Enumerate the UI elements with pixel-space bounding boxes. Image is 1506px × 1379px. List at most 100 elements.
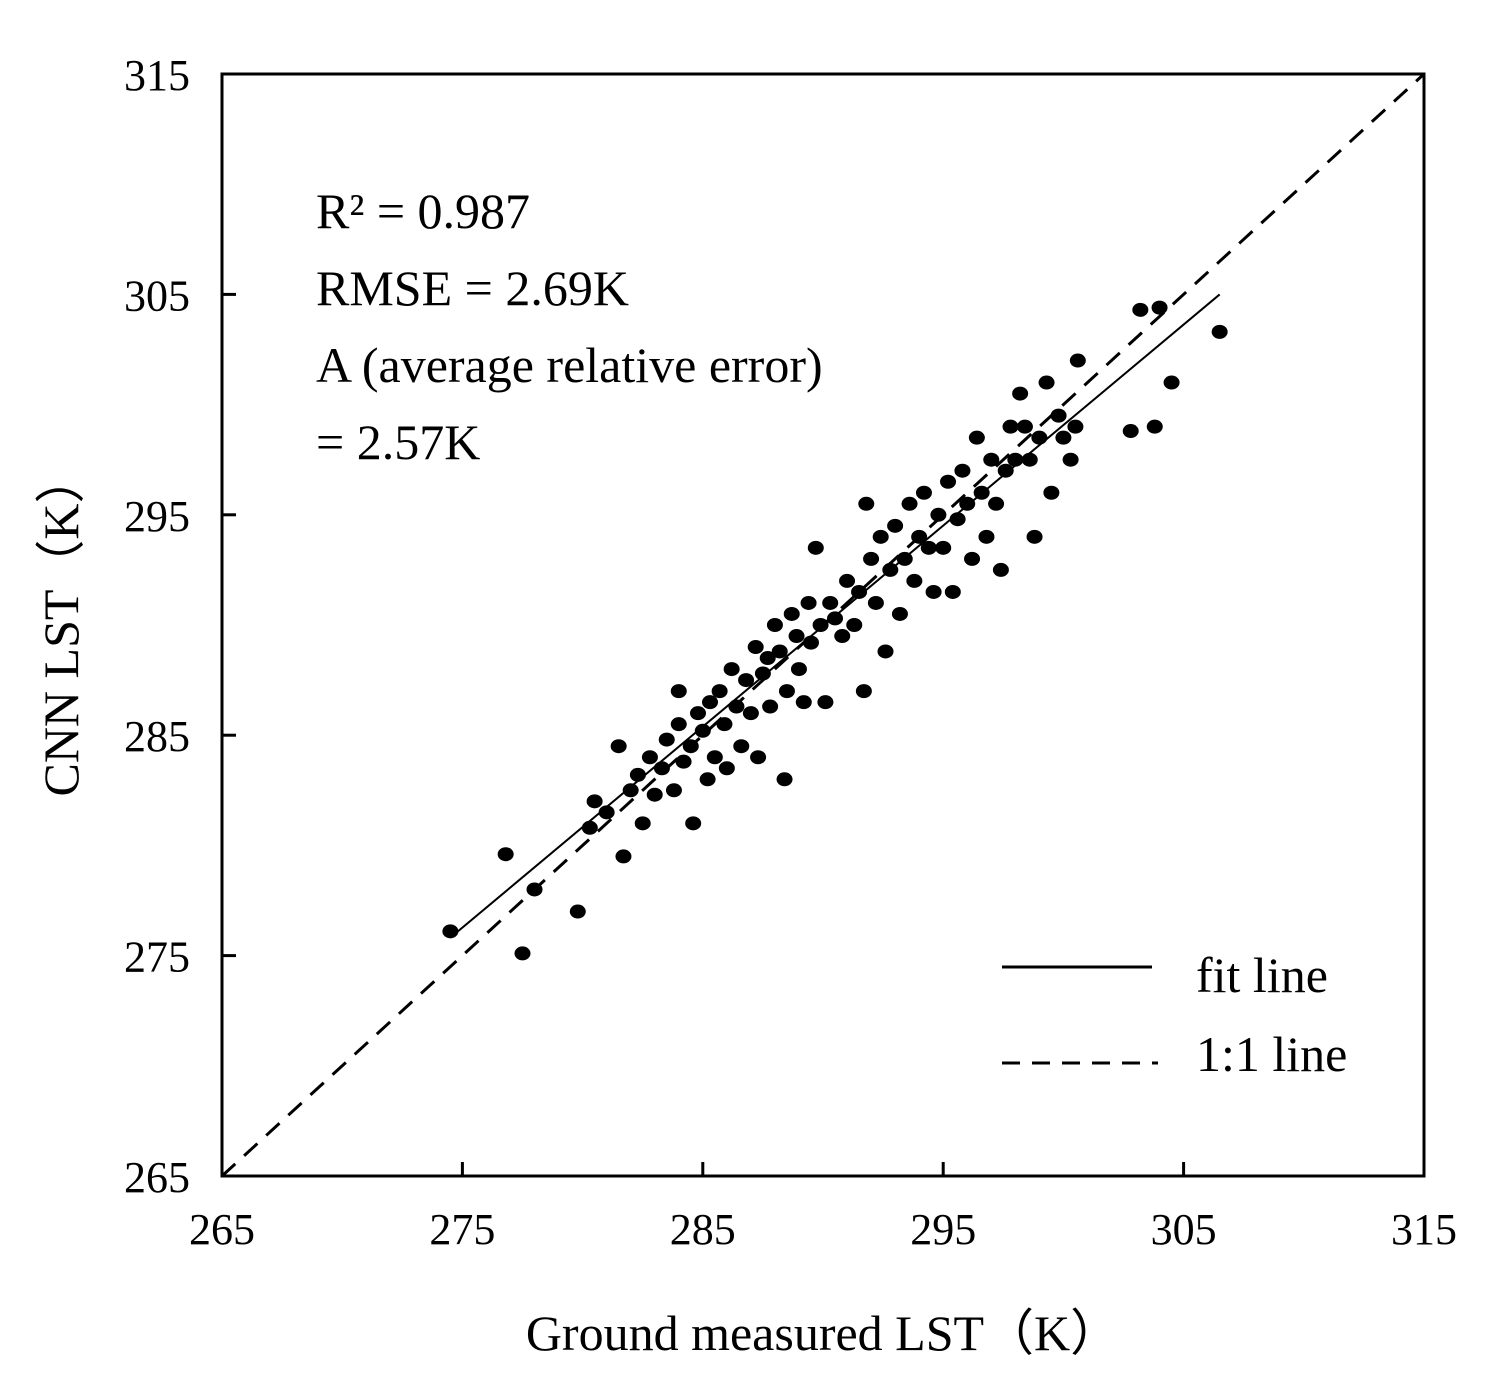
data-point — [954, 463, 971, 478]
data-point — [728, 699, 745, 714]
x-tick-label: 285 — [670, 1205, 736, 1254]
data-point — [702, 695, 719, 710]
data-point — [1062, 452, 1079, 467]
data-point — [983, 452, 1000, 467]
data-point — [915, 485, 932, 500]
annotation-are-value: = 2.57K — [316, 414, 480, 470]
data-point — [670, 684, 687, 699]
y-tick-label: 305 — [124, 271, 190, 320]
data-point — [783, 606, 800, 621]
data-point — [581, 820, 598, 835]
data-point — [665, 783, 682, 798]
data-point — [776, 772, 793, 787]
data-point — [1007, 452, 1024, 467]
data-point — [846, 618, 863, 632]
data-point — [747, 640, 764, 655]
data-point — [1012, 386, 1029, 401]
data-point — [944, 584, 961, 599]
data-point — [872, 529, 889, 544]
data-point — [514, 946, 531, 961]
data-point — [896, 551, 913, 566]
data-point — [653, 761, 670, 776]
data-point — [615, 849, 632, 864]
data-point — [988, 496, 1005, 511]
data-point — [1067, 419, 1084, 434]
data-point — [610, 739, 627, 754]
data-point — [586, 794, 603, 809]
data-point — [822, 595, 839, 610]
data-point — [1146, 419, 1163, 434]
x-tick-label: 265 — [189, 1205, 255, 1254]
data-point — [1163, 375, 1180, 390]
data-point — [723, 662, 740, 677]
plot-frame — [220, 72, 1426, 1178]
y-tick-label: 265 — [124, 1153, 190, 1202]
data-point — [855, 684, 872, 699]
data-point — [827, 611, 844, 626]
data-point — [716, 717, 733, 732]
data-point — [646, 787, 663, 802]
data-point — [925, 584, 942, 599]
data-point — [940, 474, 957, 489]
data-point — [834, 629, 851, 644]
data-point — [887, 518, 904, 533]
data-point — [689, 706, 706, 721]
data-point — [1026, 529, 1043, 544]
annotation-r2: R² = 0.987 — [316, 183, 530, 239]
data-point — [682, 739, 699, 754]
legend-fit-line-label: fit line — [1196, 947, 1328, 1003]
data-point — [1038, 375, 1055, 390]
annotation-rmse: RMSE = 2.69K — [316, 260, 629, 316]
data-point — [738, 673, 755, 688]
x-tick-label: 275 — [429, 1205, 495, 1254]
data-point — [718, 761, 735, 776]
data-point — [526, 882, 543, 897]
data-point — [742, 706, 759, 721]
data-point — [641, 750, 658, 765]
data-point — [863, 551, 880, 566]
data-point — [497, 847, 514, 862]
y-axis-title: CNN LST（K） — [33, 453, 89, 796]
data-point — [959, 496, 976, 511]
data-point — [968, 430, 985, 445]
data-point — [1211, 324, 1228, 339]
data-point — [1151, 300, 1168, 315]
data-point — [1043, 485, 1060, 500]
data-point — [891, 606, 908, 621]
data-point — [629, 767, 646, 782]
data-point — [670, 717, 687, 732]
data-point — [762, 699, 779, 714]
data-point — [1016, 419, 1033, 434]
data-point — [800, 595, 817, 610]
data-point — [1002, 419, 1019, 434]
data-point — [778, 684, 795, 699]
annotation-are-label: A (average relative error) — [316, 337, 823, 393]
data-point — [711, 684, 728, 699]
y-tick-label: 295 — [124, 492, 190, 541]
data-point — [1122, 424, 1139, 439]
data-point — [839, 573, 856, 588]
data-point — [906, 573, 923, 588]
annotation-block: R² = 0.987 RMSE = 2.69K A (average relat… — [316, 183, 823, 470]
data-point — [964, 551, 981, 566]
data-point — [634, 816, 651, 831]
data-point — [858, 496, 875, 511]
data-point — [901, 496, 918, 511]
data-point — [598, 805, 615, 820]
data-point — [877, 644, 894, 659]
data-point — [882, 562, 899, 577]
y-tick-label: 275 — [124, 933, 190, 982]
data-point — [795, 695, 812, 710]
data-point — [911, 529, 928, 544]
data-point — [1021, 452, 1038, 467]
data-point — [997, 463, 1014, 478]
y-tick-label: 285 — [124, 712, 190, 761]
data-point — [706, 750, 723, 765]
data-point — [788, 629, 805, 644]
data-point — [658, 732, 675, 747]
data-point — [867, 595, 884, 610]
data-point — [1132, 302, 1149, 317]
x-axis-title: Ground measured LST（K） — [526, 1305, 1120, 1361]
data-point — [1069, 353, 1086, 368]
data-point — [442, 924, 459, 939]
